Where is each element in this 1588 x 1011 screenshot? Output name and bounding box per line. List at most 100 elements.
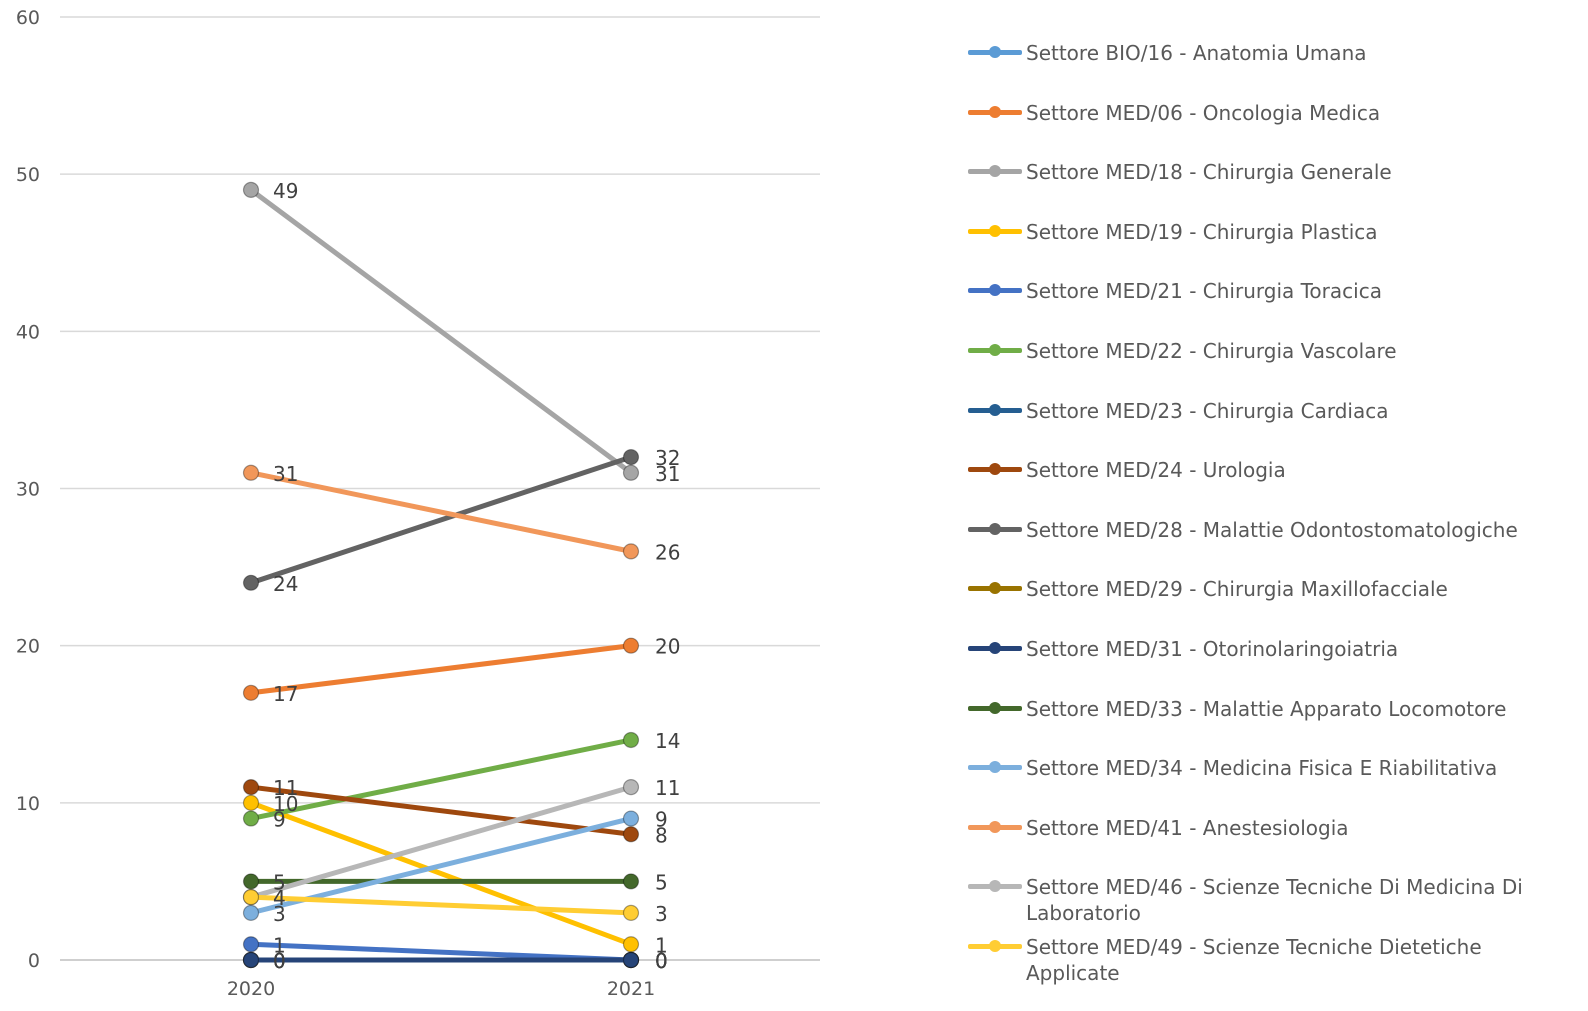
series-line <box>248 816 634 916</box>
legend-swatch <box>968 398 1022 422</box>
data-point <box>622 543 640 560</box>
data-label: 31 <box>273 462 298 486</box>
data-point <box>622 464 640 481</box>
data-label: 0 <box>273 949 286 973</box>
series-13 <box>242 464 640 560</box>
legend-swatch <box>968 696 1022 720</box>
data-label: 0 <box>273 949 286 973</box>
legend-label: Settore MED/22 - Chirurgia Vascolare <box>1026 339 1397 363</box>
legend-label: Settore MED/24 - Urologia <box>1026 458 1286 483</box>
legend-item: Settore MED/41 - Anestesiologia <box>968 815 1566 841</box>
y-tick-label: 0 <box>28 950 40 972</box>
data-point <box>242 936 260 953</box>
data-label: 31 <box>655 462 680 486</box>
legend-swatch <box>968 874 1022 898</box>
data-point <box>242 889 260 906</box>
data-label: 11 <box>655 776 680 800</box>
legend-swatch <box>968 457 1022 481</box>
data-point <box>242 464 260 481</box>
legend-label: Settore MED/33 - Malattie Apparato Locom… <box>1026 696 1507 721</box>
data-label: 5 <box>655 870 668 894</box>
series-lines <box>242 181 640 969</box>
legend-label: Settore MED/19 - Chirurgia Plastica <box>1026 219 1378 244</box>
legend-label: Settore MED/21 - Chirurgia Toracica <box>1026 279 1382 304</box>
series-line <box>248 643 634 696</box>
data-point <box>242 181 260 198</box>
data-point <box>242 810 260 827</box>
data-point <box>242 574 260 591</box>
series-3 <box>242 794 640 953</box>
data-label: 17 <box>273 682 298 706</box>
legend-label: Settore MED/31 - Otorinolaringoiatria <box>1026 637 1399 661</box>
legend-label: Settore MED/41 - Anestesiologia <box>1026 815 1349 840</box>
legend-swatch <box>968 934 1022 958</box>
legend-item: Settore MED/23 - Chirurgia Cardiaca <box>968 398 1566 424</box>
data-label: 10 <box>273 792 298 816</box>
gridlines <box>60 16 820 961</box>
data-label: 9 <box>273 808 286 832</box>
legend-item: Settore MED/49 - Scienze Tecniche Dietet… <box>968 934 1566 986</box>
legend-item: Settore MED/33 - Malattie Apparato Locom… <box>968 696 1566 722</box>
legend-swatch <box>968 159 1022 183</box>
series-line <box>248 454 634 586</box>
data-label: 1 <box>655 933 668 957</box>
data-point <box>242 951 260 969</box>
legend-label: Settore BIO/16 - Anatomia Umana <box>1026 41 1367 65</box>
series-11 <box>242 873 640 890</box>
legend-item: Settore MED/29 - Chirurgia Maxillofaccia… <box>968 576 1566 602</box>
data-label: 0 <box>655 949 668 973</box>
legend-swatch <box>968 278 1022 302</box>
legend-label: Settore MED/46 - Scienze Tecniche Di Med… <box>1026 875 1523 926</box>
data-point <box>622 731 640 749</box>
data-label: 9 <box>655 808 668 832</box>
data-label: 14 <box>655 729 680 753</box>
y-tick-label: 40 <box>16 321 40 343</box>
data-label: 26 <box>655 540 680 564</box>
data-point <box>242 873 260 890</box>
legend-label: Settore MED/49 - Scienze Tecniche Dietet… <box>1026 935 1482 985</box>
legend-swatch <box>968 815 1022 839</box>
data-label: 3 <box>655 902 668 926</box>
data-label: 0 <box>655 949 668 973</box>
data-point <box>622 810 640 827</box>
data-point <box>242 779 260 796</box>
data-label: 5 <box>273 870 286 894</box>
x-tick-label: 2020 <box>227 978 275 1000</box>
series-4 <box>242 936 640 969</box>
legend-swatch <box>968 100 1022 124</box>
x-axis: 2020 2021 <box>227 978 655 1000</box>
legend-swatch <box>968 636 1022 660</box>
data-point <box>242 904 260 921</box>
legend-swatch <box>968 40 1022 64</box>
series-2 <box>242 181 640 481</box>
legend-label: Settore MED/29 - Chirurgia Maxillofaccia… <box>1026 577 1448 602</box>
legend-swatch <box>968 576 1022 600</box>
legend-item: Settore MED/19 - Chirurgia Plastica <box>968 219 1566 245</box>
legend-label: Settore MED/06 - Oncologia Medica <box>1026 100 1381 125</box>
data-label: 0 <box>273 949 286 973</box>
legend-swatch <box>968 517 1022 541</box>
series-line <box>248 894 634 916</box>
data-point <box>622 448 640 466</box>
y-tick-label: 20 <box>16 636 40 658</box>
legend-label: Settore MED/28 - Malattie Odontostomatol… <box>1026 517 1518 542</box>
series-10 <box>242 951 640 969</box>
legend-item: Settore MED/34 - Medicina Fisica E Riabi… <box>968 755 1566 781</box>
data-point <box>242 684 260 701</box>
legend-item: Settore BIO/16 - Anatomia Umana <box>968 40 1566 66</box>
series-12 <box>242 810 640 921</box>
data-point <box>622 873 640 890</box>
legend-item: Settore MED/28 - Malattie Odontostomatol… <box>968 517 1566 543</box>
series-line <box>248 784 634 900</box>
y-axis: 0 10 20 30 40 50 60 <box>16 7 40 972</box>
data-point <box>622 779 640 796</box>
legend-swatch <box>968 755 1022 779</box>
data-label: 0 <box>655 949 668 973</box>
y-tick-label: 60 <box>16 7 40 29</box>
y-tick-label: 10 <box>16 793 40 815</box>
series-15 <box>242 889 640 921</box>
data-label: 1 <box>273 933 286 957</box>
legend-swatch <box>968 219 1022 243</box>
